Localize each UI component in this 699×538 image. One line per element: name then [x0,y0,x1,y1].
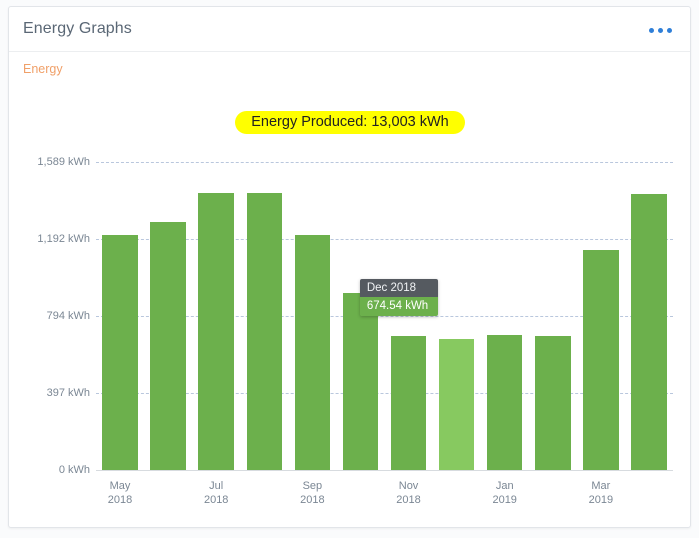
kebab-menu-icon[interactable] [649,28,672,33]
bar-may-2018[interactable] [102,234,138,470]
x-axis-tick-label: Jan 2019 [475,479,535,507]
x-tick-year: 2018 [107,494,133,506]
x-tick-month: Sep [302,480,323,492]
bar-mar-2019[interactable] [583,249,619,470]
tooltip-title: Dec 2018 [359,279,438,298]
x-tick-month: Jul [209,480,224,492]
y-axis-tick-label: 794 kWh [46,310,90,323]
gridline [96,393,673,395]
x-tick-month: Mar [591,480,611,492]
tooltip-value: 674.54 kWh [359,297,438,317]
bar-nov-2018[interactable] [390,335,427,470]
chart-area: Energy Produced: 13,003 kWh 0 kWh 397 kWh… [18,90,682,507]
bar-tooltip: Dec 2018 674.54 kWh [359,279,438,317]
kebab-dot-2 [658,28,663,33]
x-tick-month: Nov [398,480,419,492]
y-axis-tick-label: 1,192 kWh [37,232,90,245]
x-axis-tick-label: Sep 2018 [282,479,342,507]
x-tick-month: May [109,480,131,492]
y-axis-tick-label: 1,589 kWh [37,156,90,168]
energy-graphs-card: Energy Graphs Energy Energy Produced: 13… [8,6,691,528]
x-axis-line [96,470,673,471]
gridline [96,162,673,163]
x-tick-year: 2019 [588,494,614,506]
kebab-dot-1 [649,28,654,33]
bar-jun-2018[interactable] [150,221,186,470]
gridline [96,238,673,240]
card-header: Energy Graphs [9,7,690,52]
x-axis-tick-label: Jul 2018 [186,479,246,507]
gridline [96,316,673,318]
tab-bar: Energy [9,52,690,89]
x-tick-year: 2018 [396,494,421,506]
bar-jan-2019[interactable] [486,334,523,470]
x-tick-year: 2018 [300,494,325,506]
bar-oct-2018[interactable] [342,293,379,470]
bar-chart: 0 kWh 397 kWh 794 kWh 1,192 kWh 1,589 kWh May… [18,90,682,507]
kebab-dot-3 [667,28,672,33]
x-tick-year: 2019 [492,494,517,506]
x-axis-tick-label: Nov 2018 [379,479,439,507]
bar-dec-2018[interactable] [438,339,475,470]
bar-apr-2019[interactable] [631,193,667,470]
x-axis-tick-label: Mar 2019 [571,479,631,507]
y-axis-tick-label: 397 kWh [46,387,90,400]
tab-energy[interactable]: Energy [23,62,63,76]
bar-jul-2018[interactable] [198,193,234,470]
page-title: Energy Graphs [23,20,132,37]
bar-sep-2018[interactable] [294,234,331,470]
y-axis-tick-label: 0 kWh [58,464,90,476]
bar-aug-2018[interactable] [246,193,283,470]
x-tick-year: 2018 [203,494,229,506]
bar-feb-2019[interactable] [535,335,571,470]
x-axis-tick-label: May 2018 [90,479,150,507]
x-tick-month: Jan [495,480,514,492]
